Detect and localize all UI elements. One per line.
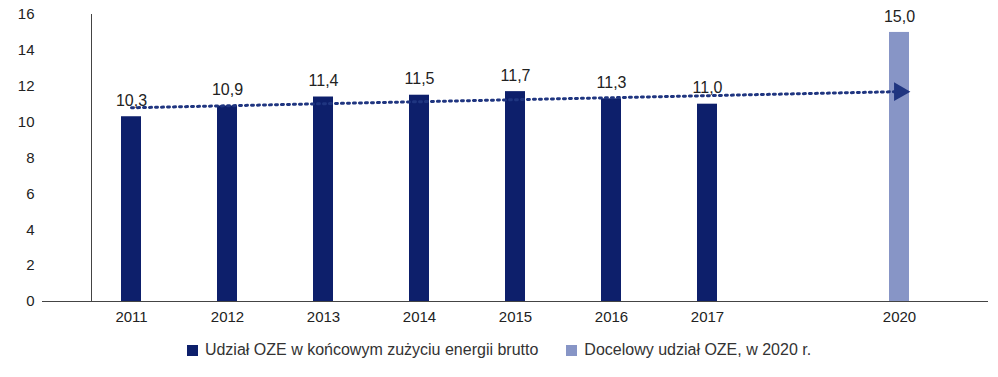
svg-text:2017: 2017 bbox=[691, 308, 724, 325]
svg-text:11,0: 11,0 bbox=[693, 79, 723, 96]
svg-text:15,0: 15,0 bbox=[884, 8, 915, 25]
svg-text:11,7: 11,7 bbox=[501, 67, 531, 84]
svg-text:11,3: 11,3 bbox=[597, 74, 627, 91]
html-text:Udział OZE w końcowym zużyciu: Udział OZE w końcowym zużyciu energii br… bbox=[204, 341, 539, 358]
svg-text:16: 16 bbox=[18, 5, 35, 22]
svg-text:10: 10 bbox=[18, 113, 35, 130]
svg-text:2011: 2011 bbox=[115, 308, 147, 325]
html-text:Docelowy udział OZE, w 2020 r.: Docelowy udział OZE, w 2020 r. bbox=[584, 341, 812, 358]
svg-text:0: 0 bbox=[26, 292, 34, 309]
svg-text:12: 12 bbox=[18, 77, 35, 94]
svg-text:10,9: 10,9 bbox=[212, 81, 243, 98]
svg-text:14: 14 bbox=[18, 41, 35, 58]
svg-text:2: 2 bbox=[26, 256, 34, 273]
svg-text:4: 4 bbox=[26, 221, 34, 238]
svg-text:8: 8 bbox=[26, 149, 34, 166]
svg-text:2014: 2014 bbox=[403, 308, 436, 325]
svg-text:2020: 2020 bbox=[883, 308, 916, 325]
svg-text:10,3: 10,3 bbox=[116, 92, 147, 109]
svg-text:11,4: 11,4 bbox=[309, 72, 339, 89]
svg-text:2016: 2016 bbox=[595, 308, 628, 325]
svg-text:6: 6 bbox=[26, 185, 34, 202]
svg-text:11,5: 11,5 bbox=[405, 70, 435, 87]
svg-text:2013: 2013 bbox=[307, 308, 340, 325]
svg-text:2015: 2015 bbox=[499, 308, 532, 325]
svg-text:2012: 2012 bbox=[211, 308, 244, 325]
